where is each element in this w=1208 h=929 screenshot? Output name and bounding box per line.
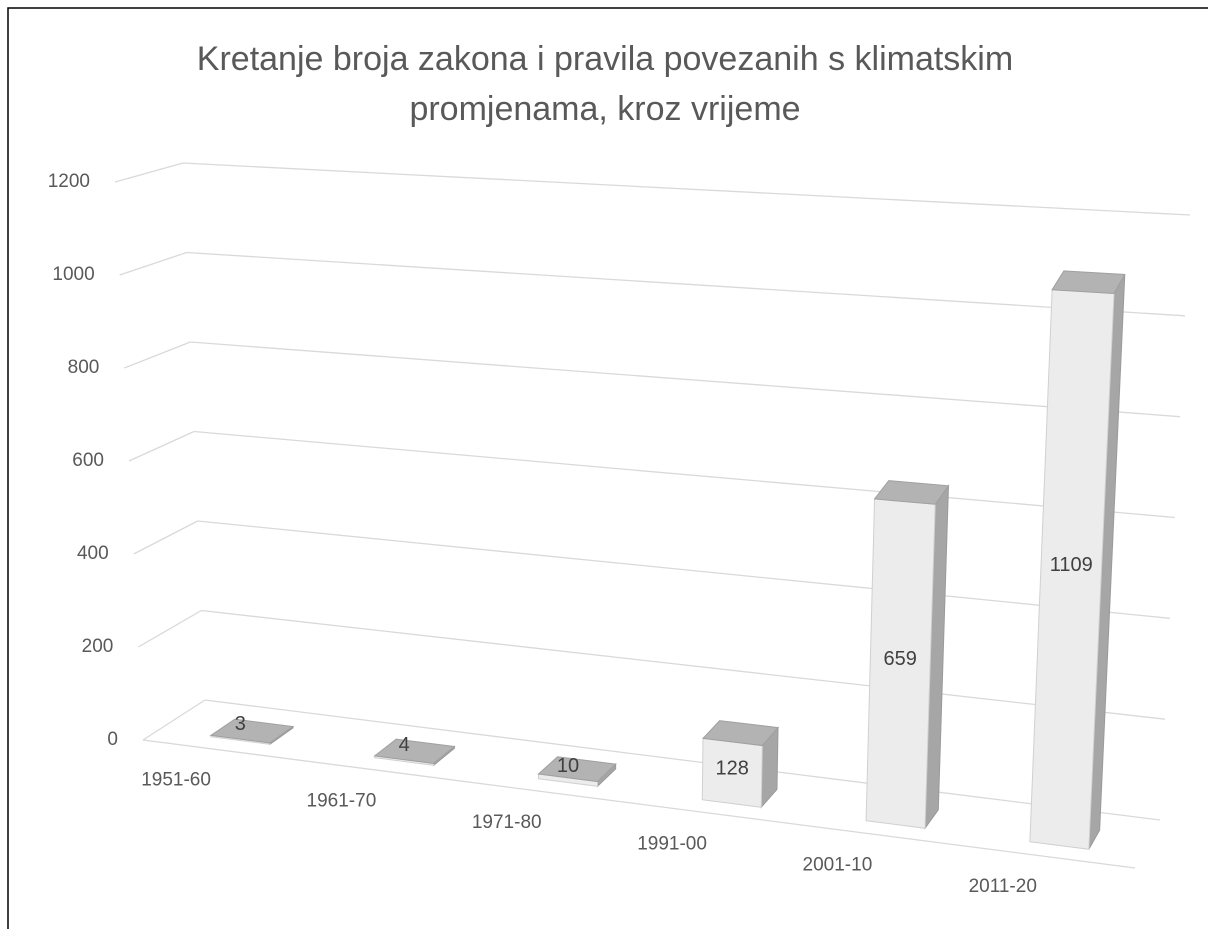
- x-tick-label: 1971-80: [472, 812, 542, 833]
- bar-top: [701, 720, 780, 747]
- grid-line: [114, 162, 184, 183]
- y-tick-label: 400: [77, 543, 109, 564]
- grid-line: [201, 609, 1166, 720]
- grid-line: [186, 251, 1186, 317]
- grid-line: [124, 341, 191, 369]
- value-label: 128: [716, 757, 749, 779]
- grid-line: [204, 699, 1161, 821]
- y-tick-label: 1200: [48, 171, 90, 192]
- grid-line: [197, 520, 1171, 619]
- grid-line: [119, 251, 187, 276]
- grid-line: [128, 430, 195, 462]
- y-tick-label: 1000: [52, 264, 94, 285]
- grid-line: [142, 699, 206, 741]
- grid-line: [138, 609, 202, 648]
- value-label: 659: [884, 648, 917, 670]
- x-tick-label: 2001-10: [803, 855, 873, 876]
- grid-line: [190, 341, 1181, 418]
- bar-top: [1051, 270, 1126, 295]
- x-tick-label: 1991-00: [637, 833, 707, 854]
- y-tick-label: 0: [107, 729, 118, 750]
- x-tick-label: 1961-70: [307, 791, 377, 812]
- bar-top: [537, 756, 617, 783]
- y-tick-label: 200: [82, 636, 114, 657]
- value-label: 1109: [1050, 554, 1093, 576]
- value-label: 10: [557, 755, 579, 777]
- floor-line: [142, 739, 1136, 869]
- value-label: 3: [235, 713, 246, 735]
- chart-border: [7, 7, 1208, 929]
- chart-title: Kretanje broja zakona i pravila povezani…: [196, 40, 1014, 128]
- x-tick-label: 1951-60: [141, 769, 211, 790]
- bar-top: [873, 480, 950, 505]
- x-tick-label: 2011-20: [969, 876, 1037, 897]
- grid-line: [133, 520, 198, 555]
- grid-line: [182, 162, 1191, 216]
- value-label: 4: [399, 734, 410, 756]
- bar-top: [373, 738, 456, 764]
- y-tick-label: 800: [68, 357, 100, 378]
- bar-top: [209, 718, 295, 744]
- y-tick-label: 600: [72, 450, 104, 471]
- grid-line: [193, 430, 1176, 519]
